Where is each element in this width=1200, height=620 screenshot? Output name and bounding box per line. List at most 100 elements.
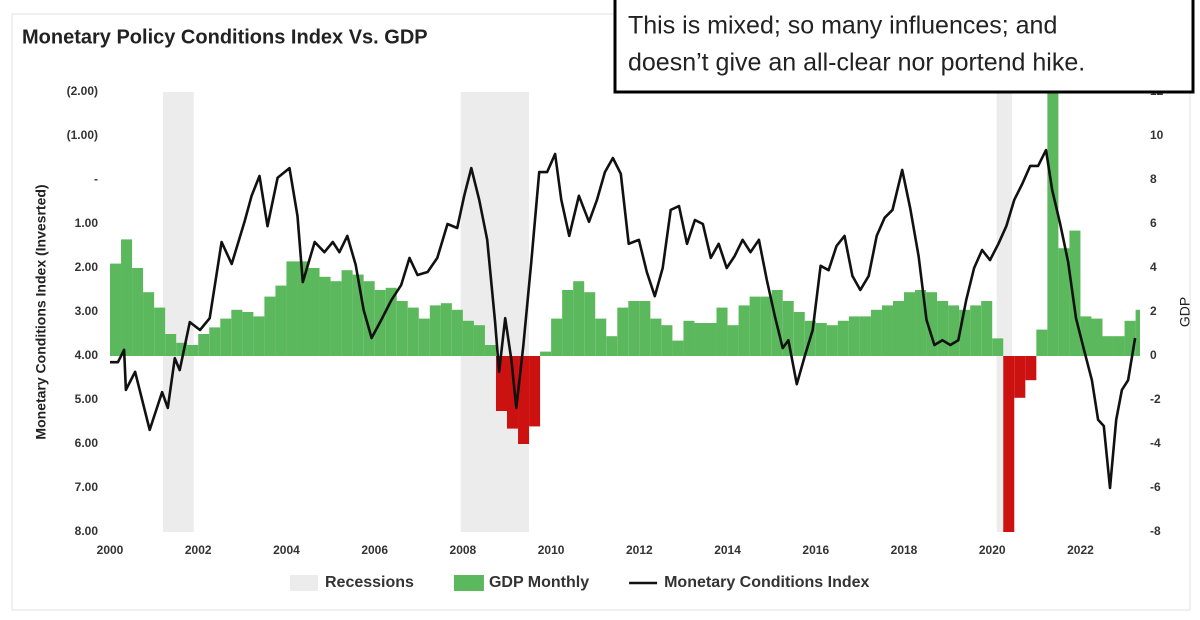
- gdp-bar: [694, 323, 706, 356]
- x-tick-label: 2004: [273, 543, 300, 557]
- gdp-bar: [518, 356, 530, 444]
- x-tick-label: 2022: [1067, 543, 1094, 557]
- gdp-bar: [992, 338, 1004, 356]
- gdp-bar: [396, 301, 408, 356]
- gdp-bar: [1069, 230, 1081, 356]
- gdp-bar: [209, 327, 221, 356]
- gdp-bar: [584, 292, 596, 356]
- gdp-bar: [319, 276, 331, 356]
- y2-tick-label: 8: [1150, 172, 1157, 186]
- gdp-bar: [716, 307, 728, 356]
- y-tick-label: -: [94, 172, 98, 186]
- gdp-bar: [165, 334, 177, 356]
- y2-tick-label: 0: [1150, 348, 1157, 362]
- x-tick-label: 2018: [891, 543, 918, 557]
- gdp-bar: [231, 309, 243, 356]
- gdp-bar: [1080, 316, 1092, 356]
- gdp-bar: [352, 274, 364, 356]
- x-tick-label: 2008: [450, 543, 477, 557]
- x-tick-label: 2020: [979, 543, 1006, 557]
- mci-line: [110, 148, 1137, 490]
- gdp-bar: [341, 270, 353, 356]
- gdp-bar: [639, 301, 651, 356]
- x-tick-label: 2012: [626, 543, 653, 557]
- gdp-bar: [1113, 336, 1125, 356]
- gdp-bar: [826, 325, 838, 356]
- gdp-bar: [617, 307, 629, 356]
- y2-tick-label: -8: [1150, 524, 1161, 538]
- gdp-bar: [1124, 320, 1136, 356]
- gdp-bar: [904, 292, 916, 356]
- legend-swatch: [453, 575, 484, 591]
- gdp-bar: [462, 320, 474, 356]
- y2-axis-label: GDP: [1177, 297, 1193, 327]
- gdp-bar: [507, 356, 519, 429]
- x-tick-label: 2000: [97, 543, 124, 557]
- gdp-bar: [540, 351, 552, 356]
- legend-swatch: [290, 575, 318, 591]
- gdp-bar: [429, 305, 441, 356]
- gdp-bar: [606, 336, 618, 356]
- gdp-bar: [562, 290, 574, 356]
- gdp-bar: [926, 292, 938, 356]
- gdp-bar: [948, 305, 960, 356]
- gdp-bar: [661, 325, 673, 356]
- recession-band: [162, 92, 194, 532]
- gdp-bar: [573, 281, 585, 356]
- gdp-bar: [110, 263, 122, 356]
- gdp-bar: [275, 285, 287, 356]
- gdp-bar: [121, 239, 133, 356]
- gdp-bar: [970, 305, 982, 356]
- gdp-bar: [760, 296, 772, 356]
- gdp-bar: [793, 312, 805, 356]
- gdp-bar: [363, 281, 375, 356]
- gdp-bar: [727, 325, 739, 356]
- gdp-bar: [628, 301, 640, 356]
- y-tick-label: 2.00: [75, 260, 99, 274]
- y-tick-label: 6.00: [75, 436, 99, 450]
- gdp-bar: [220, 318, 232, 356]
- x-tick-label: 2006: [361, 543, 388, 557]
- gdp-bar: [937, 301, 949, 356]
- gdp-bar: [650, 318, 662, 356]
- chart-title: Monetary Policy Conditions Index Vs. GDP: [22, 26, 428, 48]
- legend-label: Recessions: [325, 574, 414, 591]
- gdp-bar: [286, 261, 298, 356]
- gdp-bar: [484, 345, 496, 356]
- gdp-bar: [264, 296, 276, 356]
- gdp-bar: [738, 305, 750, 356]
- gdp-bar: [495, 356, 508, 411]
- gdp-bar: [385, 287, 397, 356]
- gdp-bar: [981, 301, 993, 356]
- gdp-bar: [473, 325, 485, 356]
- gdp-bar: [915, 290, 927, 356]
- gdp-bar: [154, 307, 166, 356]
- plot-area: [110, 92, 1140, 532]
- gdp-bar: [782, 301, 794, 356]
- gdp-bar: [892, 301, 905, 356]
- gdp-bar: [529, 356, 541, 427]
- gdp-bar: [837, 320, 849, 356]
- y2-tick-label: 2: [1150, 304, 1157, 318]
- x-tick-label: 2014: [714, 543, 741, 557]
- y2-tick-label: 4: [1150, 260, 1157, 274]
- annotation-box: [613, 0, 1195, 94]
- gdp-bar: [242, 312, 254, 356]
- y2-tick-label: 6: [1150, 216, 1157, 230]
- gdp-bar: [705, 323, 717, 356]
- gdp-bar: [407, 307, 419, 356]
- gdp-bar: [1014, 356, 1026, 398]
- y2-tick-label: -2: [1150, 392, 1161, 406]
- x-tick-label: 2010: [538, 543, 565, 557]
- legend-label: Monetary Conditions Index: [664, 574, 869, 591]
- y-tick-label: 7.00: [75, 480, 99, 494]
- gdp-bar: [551, 318, 563, 356]
- gdp-bar: [176, 342, 188, 356]
- y-tick-label: 4.00: [75, 348, 99, 362]
- gdp-bar: [815, 323, 827, 356]
- gdp-bar: [595, 318, 607, 356]
- y2-tick-label: -4: [1150, 436, 1161, 450]
- y-axis-label: Monetary Conditions Index (Invesrted): [33, 184, 49, 439]
- gdp-bar: [749, 296, 761, 356]
- gdp-bar: [1058, 248, 1070, 356]
